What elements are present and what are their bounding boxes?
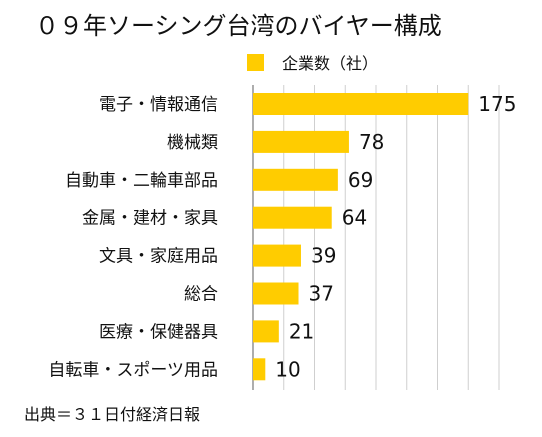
category-label: 文具・家庭用品 xyxy=(99,247,218,267)
value-label: 21 xyxy=(289,319,314,343)
bar xyxy=(253,206,332,229)
category-label: 医療・保健器具 xyxy=(99,322,218,342)
value-label: 10 xyxy=(275,357,300,381)
bar xyxy=(253,244,301,267)
bar xyxy=(253,130,349,153)
bar xyxy=(253,282,299,305)
value-label: 64 xyxy=(342,206,367,230)
value-label: 69 xyxy=(348,168,373,192)
source-note: 出典＝３１日付経済日報 xyxy=(24,405,200,424)
category-label: 電子・情報通信 xyxy=(99,95,218,115)
value-label: 78 xyxy=(359,130,384,154)
category-labels: 電子・情報通信機械類自動車・二輪車部品金属・建材・家具文具・家庭用品総合医療・保… xyxy=(48,95,218,380)
legend-label: 企業数（社） xyxy=(282,54,378,73)
bars-group xyxy=(253,93,469,381)
bar xyxy=(253,168,338,191)
category-label: 金属・建材・家具 xyxy=(82,209,218,229)
bar xyxy=(253,320,279,343)
category-label: 総合 xyxy=(184,285,218,305)
category-label: 自動車・二輪車部品 xyxy=(65,171,218,191)
bar xyxy=(253,358,266,381)
legend-swatch xyxy=(247,54,264,71)
bar xyxy=(253,93,469,115)
value-label: 175 xyxy=(478,92,516,116)
category-label: 自転車・スポーツ用品 xyxy=(48,360,218,380)
chart-title: ０９年ソーシング台湾のバイヤー構成 xyxy=(35,12,442,40)
value-label: 37 xyxy=(309,282,334,306)
category-label: 機械類 xyxy=(167,133,218,153)
value-label: 39 xyxy=(311,244,336,268)
